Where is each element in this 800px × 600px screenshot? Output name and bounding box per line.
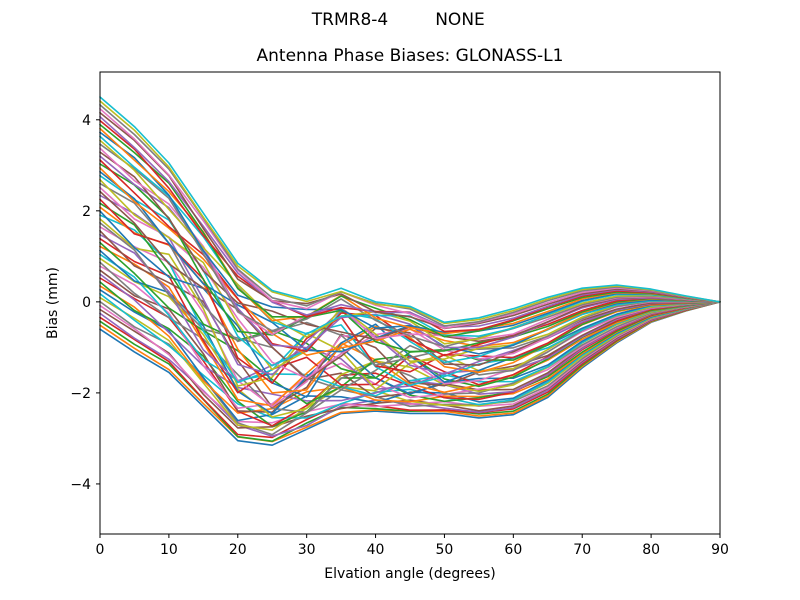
x-tick-label: 0 <box>96 542 105 558</box>
chart-title: Antenna Phase Biases: GLONASS-L1 <box>257 46 564 66</box>
series-line <box>99 112 721 330</box>
series-line <box>99 96 721 324</box>
x-tick-label: 30 <box>298 542 316 558</box>
series-line <box>99 253 721 397</box>
figure-suptitle-right: NONE <box>435 10 485 30</box>
y-axis-ticks: −4 −2 0 2 4 <box>70 113 100 493</box>
series-line <box>99 281 721 428</box>
series-line <box>99 190 721 381</box>
series-line <box>99 301 721 429</box>
series-line <box>99 115 721 329</box>
series-line <box>99 163 721 353</box>
y-tick-label: 2 <box>82 204 91 220</box>
series-line <box>99 301 721 447</box>
x-tick-label: 90 <box>711 542 729 558</box>
axes-box <box>99 71 721 535</box>
y-tick-label: −2 <box>70 386 91 402</box>
series-line <box>99 194 721 376</box>
x-axis-label: Elvation angle (degrees) <box>324 566 495 582</box>
x-tick-label: 60 <box>504 542 522 558</box>
series-line <box>99 108 721 329</box>
series-line <box>99 123 721 338</box>
y-tick-label: 0 <box>82 295 91 311</box>
y-tick-label: −4 <box>70 477 91 493</box>
series-line <box>99 245 721 407</box>
y-tick-label: 4 <box>82 113 91 129</box>
series-line <box>99 100 721 325</box>
x-tick-label: 10 <box>160 542 178 558</box>
series-lines <box>99 96 721 447</box>
y-axis-label: Bias (mm) <box>45 267 61 339</box>
figure-suptitle-left: TRMR8-4 <box>311 10 388 30</box>
series-line <box>99 131 721 334</box>
series-line <box>99 301 721 439</box>
series-line <box>99 214 721 387</box>
x-tick-label: 40 <box>367 542 385 558</box>
series-line <box>99 301 721 424</box>
series-line <box>99 139 721 345</box>
x-tick-label: 50 <box>436 542 454 558</box>
x-tick-label: 20 <box>229 542 247 558</box>
series-line <box>99 143 721 348</box>
series-line <box>99 182 721 366</box>
x-tick-label: 70 <box>573 542 591 558</box>
series-line <box>99 230 721 409</box>
x-axis-ticks: 0 10 20 30 40 50 60 70 80 90 <box>96 534 729 558</box>
x-tick-label: 80 <box>642 542 660 558</box>
